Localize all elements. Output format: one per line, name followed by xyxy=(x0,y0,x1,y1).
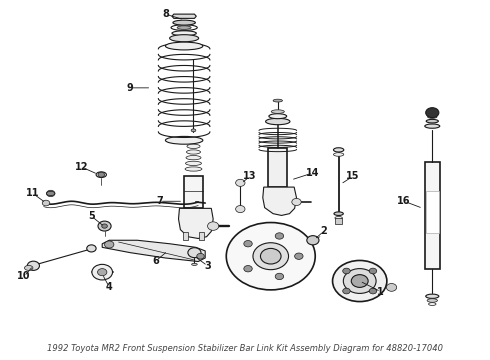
Circle shape xyxy=(236,206,245,213)
Text: 1992 Toyota MR2 Front Suspension Stabilizer Bar Link Kit Assembly Diagram for 48: 1992 Toyota MR2 Front Suspension Stabili… xyxy=(47,344,443,353)
Ellipse shape xyxy=(429,303,436,306)
Circle shape xyxy=(253,243,289,270)
Circle shape xyxy=(275,273,284,280)
FancyBboxPatch shape xyxy=(426,191,439,233)
Ellipse shape xyxy=(335,216,343,219)
Text: 14: 14 xyxy=(306,168,319,178)
Ellipse shape xyxy=(192,263,197,265)
Circle shape xyxy=(102,224,107,228)
FancyBboxPatch shape xyxy=(335,218,343,224)
Ellipse shape xyxy=(166,42,203,50)
Ellipse shape xyxy=(425,124,440,128)
Ellipse shape xyxy=(334,148,344,152)
FancyBboxPatch shape xyxy=(184,176,203,208)
Polygon shape xyxy=(172,14,196,18)
Circle shape xyxy=(104,241,114,248)
Ellipse shape xyxy=(172,31,196,36)
Circle shape xyxy=(387,283,397,291)
Ellipse shape xyxy=(273,99,282,102)
Ellipse shape xyxy=(334,153,344,156)
Circle shape xyxy=(369,268,377,274)
Circle shape xyxy=(98,221,111,231)
Ellipse shape xyxy=(186,156,201,160)
Text: 6: 6 xyxy=(153,256,159,266)
Circle shape xyxy=(92,264,113,280)
Ellipse shape xyxy=(428,116,437,118)
Polygon shape xyxy=(102,240,205,261)
Text: 2: 2 xyxy=(320,226,327,237)
Circle shape xyxy=(369,288,377,294)
Ellipse shape xyxy=(170,35,198,42)
Text: 1: 1 xyxy=(377,287,384,297)
Text: 10: 10 xyxy=(17,271,31,282)
Circle shape xyxy=(343,288,350,294)
Ellipse shape xyxy=(271,110,284,113)
FancyBboxPatch shape xyxy=(269,148,287,187)
FancyBboxPatch shape xyxy=(199,233,204,239)
Text: 12: 12 xyxy=(75,162,89,172)
Ellipse shape xyxy=(427,299,438,302)
Text: 3: 3 xyxy=(204,261,211,271)
Circle shape xyxy=(47,190,55,197)
Circle shape xyxy=(98,269,107,276)
Circle shape xyxy=(188,248,201,258)
Ellipse shape xyxy=(185,167,202,171)
Circle shape xyxy=(307,236,319,245)
Circle shape xyxy=(42,200,50,206)
Text: 8: 8 xyxy=(162,9,169,19)
Ellipse shape xyxy=(177,26,191,30)
Circle shape xyxy=(208,222,219,230)
Ellipse shape xyxy=(173,20,196,25)
Circle shape xyxy=(294,253,303,260)
Ellipse shape xyxy=(187,144,200,148)
Ellipse shape xyxy=(187,150,200,154)
Ellipse shape xyxy=(171,25,197,31)
Ellipse shape xyxy=(24,265,33,270)
Text: 4: 4 xyxy=(106,282,113,292)
Ellipse shape xyxy=(266,118,290,125)
Circle shape xyxy=(351,275,368,287)
Circle shape xyxy=(261,248,281,264)
Ellipse shape xyxy=(426,294,439,298)
Circle shape xyxy=(197,253,204,259)
Text: 13: 13 xyxy=(243,171,256,181)
Text: 16: 16 xyxy=(397,196,411,206)
Circle shape xyxy=(236,179,245,186)
Ellipse shape xyxy=(96,172,106,177)
Ellipse shape xyxy=(426,120,439,123)
Circle shape xyxy=(333,260,387,302)
Circle shape xyxy=(292,198,301,206)
Ellipse shape xyxy=(191,129,196,132)
Text: 5: 5 xyxy=(88,211,95,221)
Ellipse shape xyxy=(166,136,203,144)
Circle shape xyxy=(244,266,252,272)
Polygon shape xyxy=(263,187,296,215)
Circle shape xyxy=(226,222,315,290)
Text: 9: 9 xyxy=(127,83,134,93)
Circle shape xyxy=(244,240,252,247)
Circle shape xyxy=(343,268,350,274)
Circle shape xyxy=(98,172,104,177)
FancyBboxPatch shape xyxy=(425,162,440,269)
Ellipse shape xyxy=(186,161,201,166)
Circle shape xyxy=(27,261,40,270)
Circle shape xyxy=(275,233,284,239)
Ellipse shape xyxy=(334,212,343,215)
FancyBboxPatch shape xyxy=(183,233,188,239)
Ellipse shape xyxy=(269,114,287,119)
Text: 7: 7 xyxy=(156,196,163,206)
Polygon shape xyxy=(178,208,213,238)
Text: 11: 11 xyxy=(26,189,40,198)
Circle shape xyxy=(87,245,96,252)
Circle shape xyxy=(343,269,376,293)
Text: 15: 15 xyxy=(346,171,360,181)
Circle shape xyxy=(426,108,439,118)
